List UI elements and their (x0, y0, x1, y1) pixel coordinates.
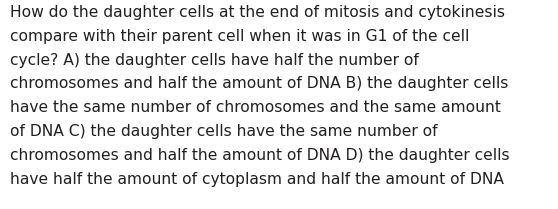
Text: How do the daughter cells at the end of mitosis and cytokinesis: How do the daughter cells at the end of … (10, 5, 505, 20)
Text: of DNA C) the daughter cells have the same number of: of DNA C) the daughter cells have the sa… (10, 124, 437, 139)
Text: have the same number of chromosomes and the same amount: have the same number of chromosomes and … (10, 100, 501, 115)
Text: have half the amount of cytoplasm and half the amount of DNA: have half the amount of cytoplasm and ha… (10, 172, 504, 187)
Text: chromosomes and half the amount of DNA B) the daughter cells: chromosomes and half the amount of DNA B… (10, 76, 508, 91)
Text: chromosomes and half the amount of DNA D) the daughter cells: chromosomes and half the amount of DNA D… (10, 148, 509, 163)
Text: compare with their parent cell when it was in G1 of the cell: compare with their parent cell when it w… (10, 29, 469, 44)
Text: cycle? A) the daughter cells have half the number of: cycle? A) the daughter cells have half t… (10, 53, 419, 68)
